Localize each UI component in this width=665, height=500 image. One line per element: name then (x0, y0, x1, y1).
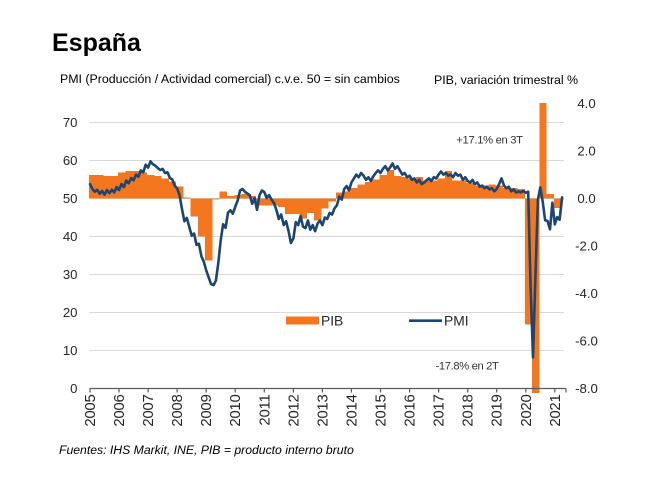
svg-text:PIB: PIB (321, 314, 343, 329)
svg-text:2018: 2018 (460, 395, 477, 427)
svg-text:-2.0: -2.0 (575, 239, 598, 254)
svg-text:2020: 2020 (518, 395, 535, 427)
svg-text:30: 30 (63, 267, 78, 282)
svg-text:2011: 2011 (256, 395, 273, 426)
svg-text:-8.0: -8.0 (575, 381, 598, 396)
svg-text:2010: 2010 (227, 395, 244, 427)
svg-text:2007: 2007 (140, 395, 157, 427)
svg-text:2015: 2015 (373, 395, 390, 427)
svg-text:2.0: 2.0 (577, 144, 595, 159)
svg-text:-6.0: -6.0 (575, 334, 598, 349)
svg-text:10: 10 (63, 343, 78, 358)
svg-text:2021: 2021 (547, 395, 564, 427)
svg-text:60: 60 (63, 153, 78, 168)
svg-text:2013: 2013 (314, 395, 331, 427)
svg-text:PMI: PMI (444, 314, 469, 329)
svg-text:2014: 2014 (343, 395, 360, 427)
svg-text:2017: 2017 (431, 395, 448, 427)
svg-text:0: 0 (70, 381, 77, 396)
svg-text:2016: 2016 (402, 395, 419, 427)
svg-text:2012: 2012 (285, 395, 302, 427)
svg-text:-4.0: -4.0 (575, 286, 598, 301)
svg-text:2006: 2006 (111, 395, 128, 427)
svg-text:2009: 2009 (198, 395, 215, 427)
svg-text:50: 50 (63, 191, 78, 206)
svg-text:70: 70 (63, 115, 78, 130)
svg-text:20: 20 (63, 305, 78, 320)
svg-text:2005: 2005 (82, 395, 99, 427)
svg-text:0.0: 0.0 (577, 191, 595, 206)
svg-text:-17.8% en 2T: -17.8% en 2T (436, 361, 499, 373)
svg-text:2008: 2008 (169, 395, 186, 427)
svg-text:2019: 2019 (489, 395, 506, 427)
svg-text:+17.1% en 3T: +17.1% en 3T (456, 135, 523, 147)
svg-text:40: 40 (63, 229, 78, 244)
svg-text:4.0: 4.0 (577, 96, 595, 111)
